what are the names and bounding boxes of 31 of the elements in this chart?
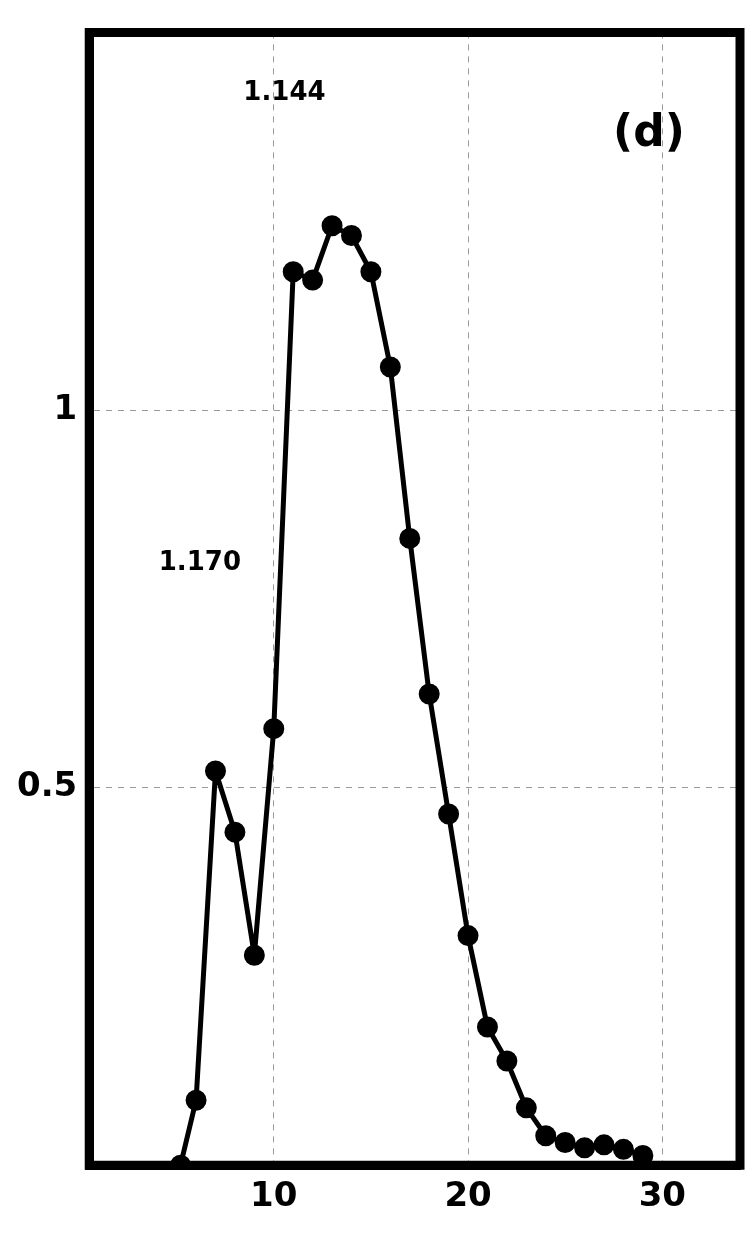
point xyxy=(282,261,304,283)
annotation: 1.144 xyxy=(243,75,326,106)
point xyxy=(205,760,226,782)
point xyxy=(321,215,343,237)
point xyxy=(224,821,246,843)
y-tick-label: 0.5 xyxy=(17,764,78,805)
point xyxy=(476,1016,498,1038)
point xyxy=(185,1089,207,1111)
annotation: (d) xyxy=(613,105,685,157)
x-tick-label: 10 xyxy=(250,1174,298,1215)
point xyxy=(263,718,285,740)
point xyxy=(418,683,440,705)
point xyxy=(612,1138,634,1160)
point xyxy=(496,1050,518,1072)
x-tick-label: 20 xyxy=(444,1174,492,1215)
point xyxy=(554,1132,576,1154)
point xyxy=(457,925,479,947)
point xyxy=(515,1097,537,1119)
point xyxy=(399,527,421,549)
point xyxy=(438,803,460,825)
point xyxy=(535,1125,557,1147)
point xyxy=(379,356,401,378)
y-tick-label: 1 xyxy=(53,386,78,427)
point xyxy=(574,1137,596,1159)
x-tick-label: 30 xyxy=(638,1174,686,1215)
point xyxy=(360,261,382,283)
point xyxy=(302,269,324,291)
point xyxy=(593,1134,615,1156)
point xyxy=(243,944,265,966)
annotation: 1.170 xyxy=(158,545,241,576)
point xyxy=(340,225,362,247)
